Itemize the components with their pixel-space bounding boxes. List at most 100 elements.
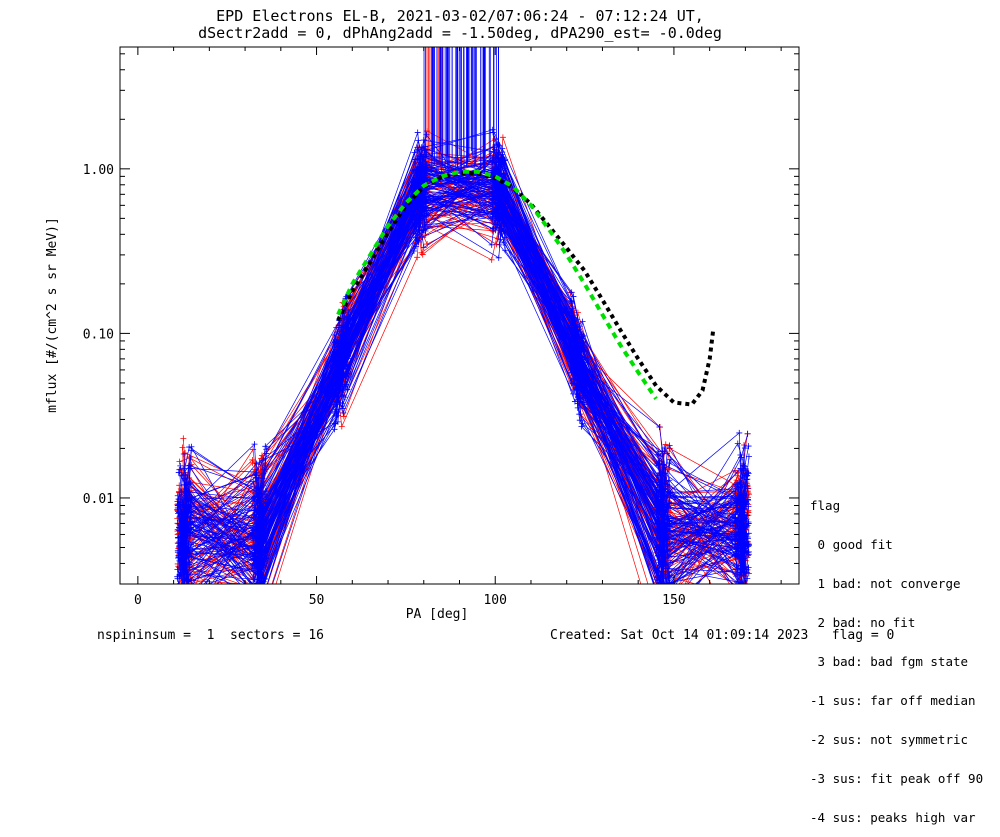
pa-trace <box>179 166 747 584</box>
pa-point <box>660 585 666 591</box>
pa-point <box>741 603 747 609</box>
pa-point <box>660 493 667 500</box>
pa-point <box>743 541 750 548</box>
pa-point <box>658 479 665 486</box>
pa-point <box>176 587 182 593</box>
pa-point <box>745 570 752 577</box>
pa-point <box>489 184 496 191</box>
pa-point <box>733 584 739 590</box>
pa-point <box>734 540 741 547</box>
pa-point <box>658 448 665 455</box>
pa-point <box>743 606 749 612</box>
legend-item: 3 bad: bad fgm state <box>810 654 969 669</box>
y-tick-label: 1.00 <box>83 163 114 178</box>
pa-point <box>179 444 186 451</box>
pa-point <box>251 541 258 548</box>
pa-point <box>655 612 661 618</box>
pa-point <box>732 515 739 522</box>
pa-point <box>177 605 183 611</box>
pa-point <box>745 540 752 547</box>
pa-point <box>184 503 191 510</box>
x-tick-label: 0 <box>134 593 142 608</box>
pa-point <box>331 409 338 416</box>
pa-point <box>654 503 661 510</box>
pa-point <box>181 465 188 472</box>
pa-point <box>182 471 189 478</box>
pa-point <box>742 600 748 606</box>
pa-point <box>187 502 194 509</box>
x-tick-label: 100 <box>483 593 506 608</box>
pa-point <box>188 602 194 608</box>
legend-item: -1 sus: far off median <box>810 693 976 708</box>
flag-legend: flag 0 good fit 1 bad: not converge 2 ba… <box>810 473 983 837</box>
pa-point <box>256 602 262 608</box>
pa-point <box>740 589 746 595</box>
pa-point <box>174 549 181 556</box>
pa-point <box>568 358 575 365</box>
pa-point <box>662 584 668 590</box>
pa-point <box>335 322 342 329</box>
pa-point <box>410 247 417 254</box>
pa-point <box>181 481 188 488</box>
pa-point <box>340 413 347 420</box>
pa-point <box>667 608 673 614</box>
pa-point <box>655 592 661 598</box>
pa-point <box>660 461 667 468</box>
pa-point <box>738 600 744 606</box>
pa-point <box>579 420 586 427</box>
pa-point <box>256 589 262 595</box>
y-tick-label: 0.01 <box>83 492 114 507</box>
pa-point <box>496 188 503 195</box>
pa-point <box>175 534 182 541</box>
pa-point <box>499 134 506 141</box>
pa-point <box>250 584 256 590</box>
pa-point <box>331 426 338 433</box>
pa-point <box>183 588 189 594</box>
pa-point <box>744 430 751 437</box>
chart-plot: 0 50 100 150 0.01 0.10 1.00 PA [deg] mflux [#/… <box>45 46 800 622</box>
pa-point <box>345 309 352 316</box>
pa-point <box>187 609 193 615</box>
pa-trace <box>178 154 747 570</box>
pa-point <box>498 230 505 237</box>
legend-item: -4 sus: peaks high var <box>810 810 976 825</box>
pa-point <box>256 588 262 594</box>
pa-point <box>256 588 262 594</box>
pa-point <box>737 594 743 600</box>
pa-point <box>175 508 182 515</box>
pa-point <box>568 379 575 386</box>
legend-item: 0 good fit <box>810 537 893 552</box>
pa-point <box>333 406 340 413</box>
pa-point <box>666 460 673 467</box>
pa-point <box>250 507 257 514</box>
pa-point <box>574 348 581 355</box>
pa-point <box>255 474 262 481</box>
pa-point <box>187 600 193 606</box>
pa-point <box>489 156 496 163</box>
pa-trace <box>177 161 745 584</box>
pa-point <box>175 554 182 561</box>
pa-point <box>256 459 263 466</box>
pa-point <box>186 444 193 451</box>
pa-point <box>659 485 666 492</box>
pa-point <box>488 256 495 263</box>
pa-point <box>177 616 183 622</box>
pa-point <box>497 236 504 243</box>
pa-point <box>177 583 179 584</box>
pa-point <box>336 351 343 358</box>
pa-point <box>493 241 500 248</box>
pa-point <box>580 333 587 340</box>
pa-point <box>655 530 662 537</box>
pa-point <box>661 444 668 451</box>
pa-point <box>175 524 182 531</box>
pa-point <box>251 441 258 448</box>
pa-point <box>656 587 662 593</box>
pa-point <box>496 241 503 248</box>
pa-point <box>176 501 183 508</box>
pa-point <box>185 595 191 601</box>
pa-point <box>175 591 181 597</box>
footer-created-info: Created: Sat Oct 14 01:09:14 2023 flag =… <box>550 628 895 643</box>
pa-point <box>663 535 670 542</box>
pa-point <box>665 615 671 621</box>
pa-point <box>334 340 341 347</box>
